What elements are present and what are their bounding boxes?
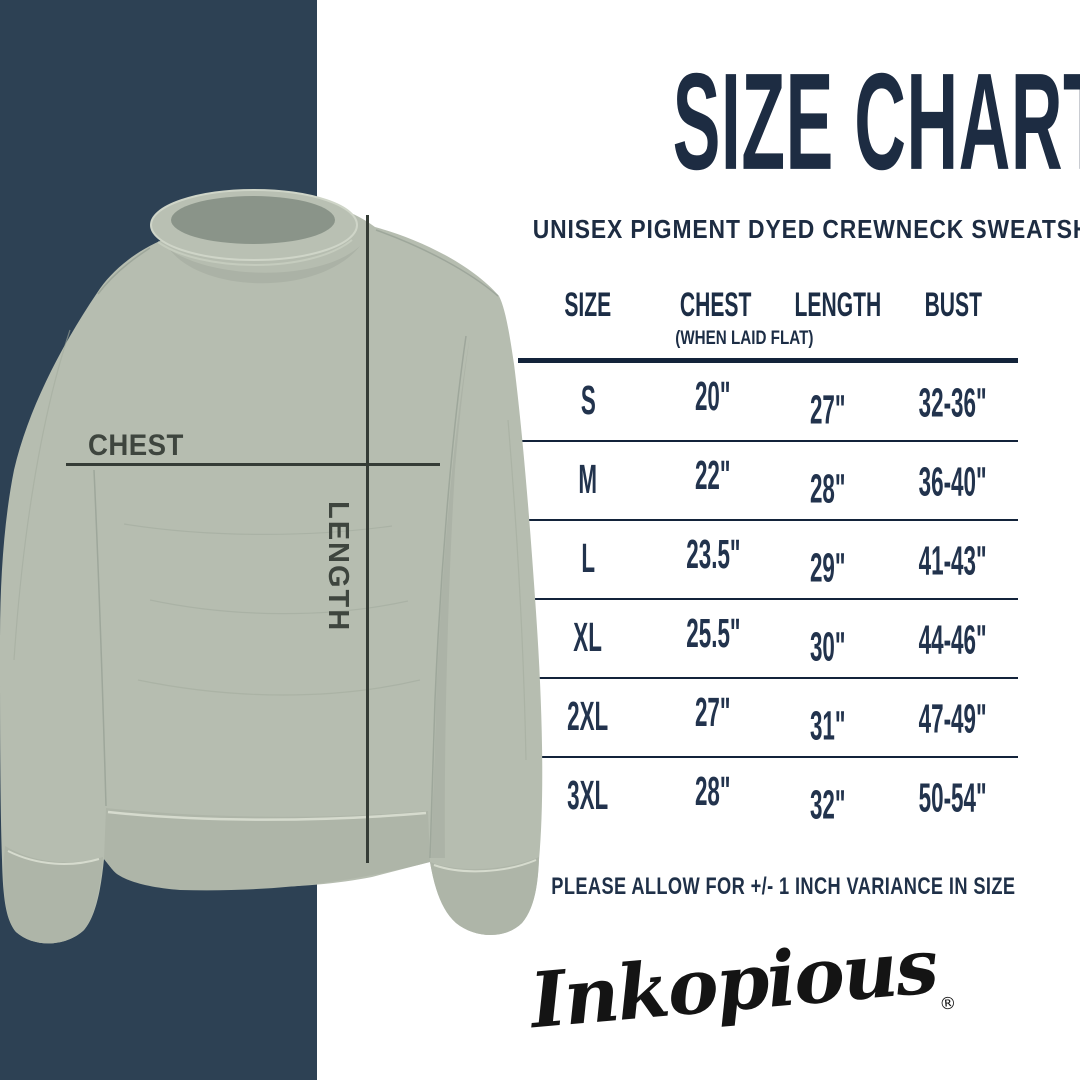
cell-chest: 28"	[695, 769, 731, 815]
table-row-l: L 23.5" 29" 41-43"	[518, 521, 1018, 600]
brand-logo: Inkopious®	[439, 912, 1045, 1058]
brand-logo-text: Inkopious	[526, 921, 940, 1046]
cell-size: S	[580, 378, 596, 424]
length-measure-label: LENGTH	[322, 501, 354, 633]
table-row-3xl: 3XL 28" 32" 50-54"	[518, 758, 1018, 835]
table-row-s: S 20" 27" 32-36"	[518, 363, 1018, 442]
cell-size: 2XL	[567, 694, 609, 740]
cell-size: XL	[573, 615, 603, 661]
length-measure-line	[366, 215, 369, 863]
chest-caption-row: (WHEN LAID FLAT)	[518, 328, 1018, 350]
chest-caption: (WHEN LAID FLAT)	[675, 328, 814, 349]
cell-bust: 41-43"	[919, 538, 987, 584]
page-title: SIZE CHART	[672, 44, 1080, 199]
cell-length: 28"	[810, 466, 846, 512]
size-table-body: S 20" 27" 32-36" M 22" 28" 36-40" L 23.5…	[518, 363, 1018, 835]
column-header-size: SIZE	[564, 286, 612, 324]
cell-length: 27"	[810, 387, 846, 433]
cell-bust: 36-40"	[919, 459, 987, 505]
cell-size: L	[581, 536, 595, 582]
cell-size: 3XL	[567, 773, 609, 819]
cell-chest: 23.5"	[685, 532, 741, 578]
column-header-length: LENGTH	[794, 286, 882, 324]
cell-length: 30"	[810, 624, 846, 670]
table-header-rule	[518, 358, 1018, 363]
cell-bust: 47-49"	[919, 696, 987, 742]
cell-length: 29"	[810, 545, 846, 591]
cell-bust: 32-36"	[919, 380, 987, 426]
cell-bust: 44-46"	[919, 617, 987, 663]
variance-note: PLEASE ALLOW FOR +/- 1 INCH VARIANCE IN …	[551, 873, 1016, 900]
cell-length: 31"	[810, 703, 846, 749]
table-row-2xl: 2XL 27" 31" 47-49"	[518, 679, 1018, 758]
cell-size: M	[578, 457, 598, 503]
column-header-bust: BUST	[924, 286, 982, 324]
registered-trademark-icon: ®	[938, 993, 958, 1015]
table-row-xl: XL 25.5" 30" 44-46"	[518, 600, 1018, 679]
cell-length: 32"	[810, 782, 846, 828]
cell-bust: 50-54"	[919, 775, 987, 821]
cell-chest: 20"	[695, 374, 731, 420]
size-table-header: SIZE CHEST LENGTH BUST	[518, 288, 1018, 322]
navy-accent-band	[0, 0, 317, 1080]
chest-measure-label: CHEST	[88, 429, 184, 462]
page-subtitle: UNISEX PIGMENT DYED CREWNECK SWEATSHIRT	[532, 214, 1080, 244]
table-row-m: M 22" 28" 36-40"	[518, 442, 1018, 521]
cell-chest: 27"	[695, 690, 731, 736]
column-header-chest: CHEST	[679, 286, 752, 324]
cell-chest: 22"	[695, 453, 731, 499]
chest-measure-line	[66, 463, 440, 466]
cell-chest: 25.5"	[685, 611, 741, 657]
